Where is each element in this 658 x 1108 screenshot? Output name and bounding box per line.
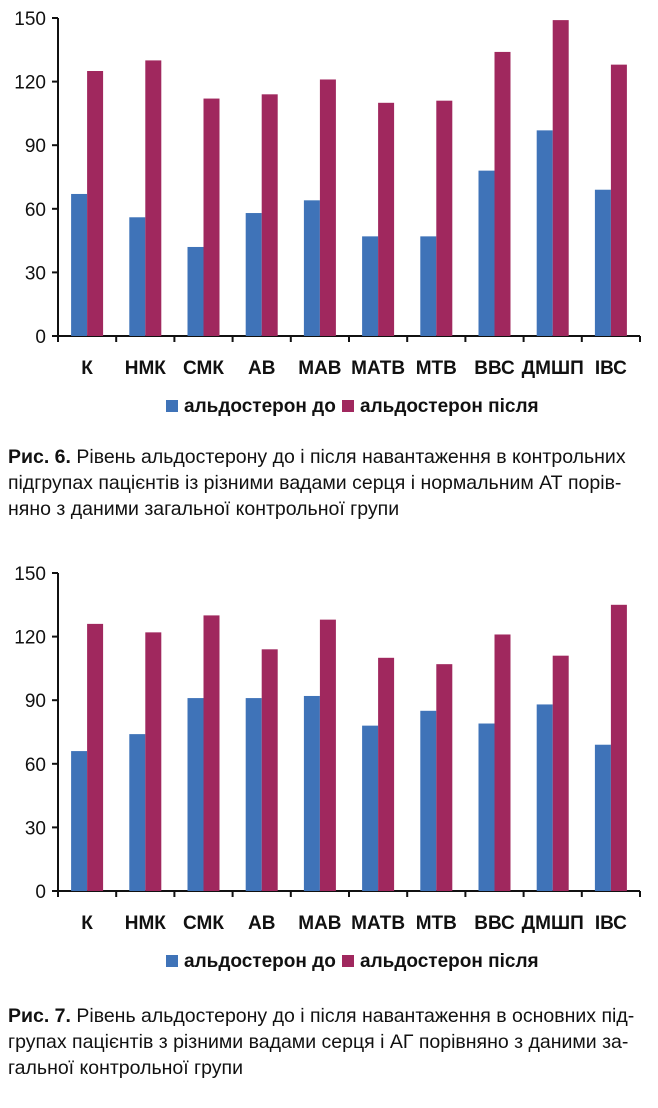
bar-before [420, 236, 437, 336]
bar-before [594, 744, 611, 891]
bar-before [245, 213, 262, 336]
y-tick-label: 0 [35, 882, 46, 903]
bar-after [436, 100, 453, 337]
legend-swatch [166, 955, 178, 967]
category-label: ДМШП [522, 358, 584, 379]
figure-7: 0 30 60 90 120 150 К НМК СМК АВ МАВ МАТВ МТВ ВВС ДМШП І… [0, 555, 658, 1108]
category-label: АВ [248, 358, 275, 379]
category-label: МАТВ [351, 913, 405, 934]
bar-after [610, 64, 627, 336]
bar-before [187, 246, 204, 336]
bar-before [362, 236, 379, 336]
bar-after [87, 623, 104, 891]
figure-6: 0 30 60 90 120 150 К НМК СМК АВ МАВ МАТВ МТВ ВВС ДМШП І… [0, 0, 658, 545]
legend-swatch [342, 400, 354, 412]
bar-before [245, 698, 262, 891]
caption-line: Рівень альдостерону до і після навантаже… [70, 1005, 635, 1027]
category-label: СМК [183, 913, 224, 934]
bar-before [420, 710, 437, 891]
bar-before [187, 698, 204, 891]
y-tick-label: 60 [25, 200, 46, 221]
legend-label: альдостерон до [184, 951, 336, 972]
figure-6-caption: Рис. 6. Рівень альдостерону до і після н… [8, 444, 650, 522]
caption-line: підгрупах пацієнтів із різними вадами се… [8, 472, 622, 494]
y-tick-label: 60 [25, 755, 46, 776]
category-label: НМК [125, 358, 167, 379]
category-label: АВ [248, 913, 275, 934]
caption-line: няно з даними загальної контрольної груп… [8, 498, 400, 520]
caption-label: Рис. 7. [8, 1005, 71, 1027]
bar-before [536, 130, 553, 336]
y-tick-label: 150 [14, 564, 46, 585]
y-tick-label: 30 [25, 263, 46, 284]
category-label: МТВ [416, 913, 457, 934]
bar-before [478, 723, 495, 891]
bar-after [494, 51, 511, 337]
bar-after [378, 657, 395, 891]
category-label: МАВ [298, 913, 341, 934]
bar-after [261, 94, 278, 336]
bar-before [594, 189, 611, 336]
bar-before [129, 734, 146, 891]
y-tick-label: 90 [25, 136, 46, 157]
category-label: НМК [125, 913, 167, 934]
bar-before [71, 751, 88, 891]
y-tick-label: 150 [14, 9, 46, 30]
category-label: МТВ [416, 358, 457, 379]
y-tick-label: 120 [14, 628, 46, 649]
category-label: МАТВ [351, 358, 405, 379]
legend-label: альдостерон до [184, 396, 336, 417]
bar-after [610, 604, 627, 891]
category-label: К [81, 913, 93, 934]
bar-after [319, 619, 336, 891]
bar-before [536, 704, 553, 891]
category-label: МАВ [298, 358, 341, 379]
bar-after [261, 649, 278, 891]
bar-before [303, 200, 320, 336]
caption-label: Рис. 6. [8, 446, 71, 468]
caption-line: гальної контрольної групи [8, 1057, 243, 1079]
y-tick-label: 0 [35, 327, 46, 348]
bar-chart-6: 0 30 60 90 120 150 К НМК СМК АВ МАВ МАТВ МТВ ВВС ДМШП І… [14, 9, 641, 417]
category-label: ДМШП [522, 913, 584, 934]
bar-after [203, 615, 220, 891]
bar-before [303, 695, 320, 891]
legend-swatch [342, 955, 354, 967]
bar-after [87, 71, 104, 336]
bar-after [378, 102, 395, 336]
bar-after [494, 634, 511, 891]
y-tick-label: 120 [14, 73, 46, 94]
bar-after [145, 632, 162, 891]
bar-after [319, 79, 336, 336]
bar-after [552, 20, 569, 337]
bar-after [145, 60, 162, 337]
category-label: ВВС [474, 913, 515, 934]
bar-before [71, 193, 88, 336]
bar-before [362, 725, 379, 891]
category-label: СМК [183, 358, 224, 379]
bar-before [129, 217, 146, 336]
legend-swatch [166, 400, 178, 412]
category-label: ІВС [595, 913, 627, 934]
caption-line: Рівень альдостерону до і після навантаже… [70, 446, 626, 468]
figure-7-caption: Рис. 7. Рівень альдостерону до і після н… [8, 1003, 650, 1081]
legend-label: альдостерон після [360, 951, 539, 972]
category-label: ВВС [474, 358, 515, 379]
y-tick-label: 30 [25, 818, 46, 839]
caption-line: групах пацієнтів з різними вадами серця … [8, 1031, 629, 1053]
bar-after [552, 655, 569, 891]
legend-label: альдостерон після [360, 396, 539, 417]
bar-chart-7: 0 30 60 90 120 150 К НМК СМК АВ МАВ МАТВ МТВ ВВС ДМШП І… [14, 564, 641, 972]
bar-before [478, 170, 495, 336]
bar-after [203, 98, 220, 336]
y-tick-label: 90 [25, 691, 46, 712]
bar-after [436, 664, 453, 891]
category-label: ІВС [595, 358, 627, 379]
category-label: К [81, 358, 93, 379]
